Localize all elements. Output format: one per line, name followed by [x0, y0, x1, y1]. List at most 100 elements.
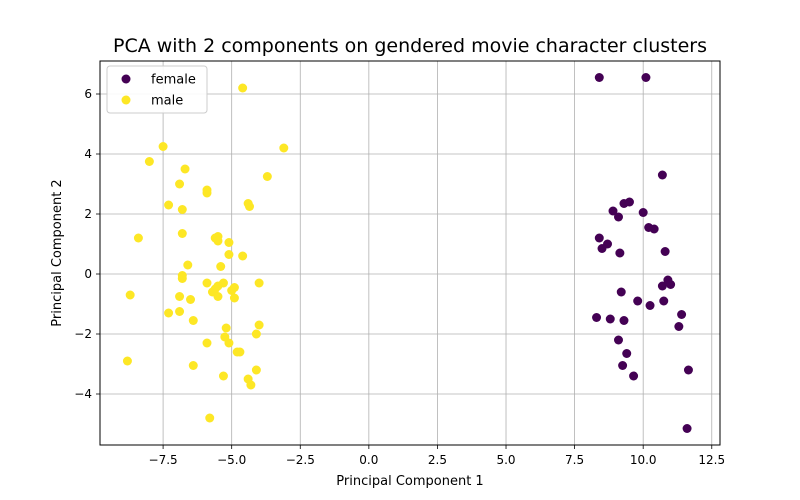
x-tick-label: 7.5: [565, 453, 584, 467]
data-point-male: [188, 361, 198, 370]
x-axis-title: Principal Component 1: [336, 474, 483, 489]
data-point-male: [224, 250, 234, 259]
y-tick-label: 2: [84, 207, 92, 221]
data-point-female: [660, 247, 670, 256]
grid-lines: [100, 61, 720, 445]
data-point-male: [183, 260, 193, 270]
data-point-male: [229, 293, 239, 303]
data-point-male: [188, 316, 198, 325]
data-point-female: [657, 170, 667, 180]
chart-title: PCA with 2 components on gendered movie …: [113, 35, 707, 57]
data-point-female: [592, 313, 602, 322]
y-tick-label: 6: [84, 87, 92, 101]
data-point-male: [144, 157, 154, 166]
data-point-female: [622, 349, 632, 358]
data-point-female: [616, 287, 626, 297]
data-point-male: [175, 292, 185, 301]
x-tick-label: −5.0: [217, 453, 246, 467]
legend-marker-male: [121, 95, 131, 105]
legend-label-male: male: [151, 94, 183, 109]
data-point-female: [613, 212, 623, 222]
y-tick-label: 4: [84, 147, 92, 161]
legend-box: [106, 65, 208, 114]
legend-marker-female: [121, 74, 131, 84]
x-tick-label: −7.5: [149, 453, 178, 467]
data-point-female: [683, 365, 693, 375]
data-point-male: [246, 380, 256, 390]
data-point-male: [238, 83, 248, 93]
data-point-male: [235, 347, 245, 357]
data-point-male: [158, 142, 168, 151]
data-point-male: [125, 290, 135, 300]
data-point-male: [216, 262, 226, 271]
data-point-male: [177, 205, 187, 214]
data-point-male: [175, 179, 185, 189]
data-point-male: [202, 188, 212, 198]
data-points: [122, 73, 693, 433]
data-point-female: [645, 301, 655, 310]
data-point-female: [677, 310, 687, 319]
data-point-male: [180, 164, 190, 174]
data-point-male: [245, 202, 255, 211]
data-point-male: [262, 172, 272, 181]
data-point-male: [205, 413, 215, 423]
data-point-male: [177, 229, 187, 238]
data-point-female: [615, 248, 625, 258]
data-point-female: [618, 361, 628, 370]
data-point-female: [633, 296, 643, 306]
x-tick-label: −2.5: [286, 453, 315, 467]
data-point-male: [213, 292, 223, 301]
data-point-female: [638, 208, 648, 217]
data-point-male: [202, 338, 212, 348]
data-point-male: [254, 278, 264, 288]
data-point-female: [641, 73, 651, 82]
data-point-female: [613, 335, 623, 345]
data-point-female: [594, 233, 604, 243]
data-point-male: [238, 251, 248, 261]
data-point-female: [594, 73, 604, 82]
legend: female male: [106, 65, 208, 114]
data-point-female: [608, 206, 618, 216]
data-point-male: [133, 233, 143, 243]
data-point-male: [202, 278, 212, 288]
y-tick-label: 0: [84, 267, 92, 281]
data-point-female: [605, 314, 615, 324]
data-point-male: [221, 323, 231, 333]
y-axis-title: Principal Component 2: [50, 179, 65, 326]
data-point-male: [164, 200, 174, 210]
x-tick-label: 2.5: [428, 453, 447, 467]
data-point-female: [649, 224, 659, 234]
data-point-male: [224, 238, 234, 247]
data-point-female: [682, 424, 692, 433]
x-tick-label: 10.0: [630, 453, 657, 467]
data-point-male: [164, 308, 174, 318]
data-point-male: [224, 338, 234, 348]
data-point-male: [279, 143, 289, 153]
axis-ticks: −7.5 −5.0 −2.5 0.0 2.5 5.0 7.5 10.0 12.5 −4 −2 0 2 4 6: [74, 87, 725, 467]
data-point-male: [254, 320, 264, 330]
legend-label-female: female: [151, 73, 196, 88]
data-point-female: [624, 197, 634, 207]
data-point-female: [659, 296, 669, 306]
data-point-female: [657, 281, 667, 291]
data-point-male: [251, 365, 261, 375]
data-point-female: [619, 316, 629, 325]
data-point-female: [597, 244, 607, 253]
data-point-female: [666, 280, 676, 289]
x-tick-label: 0.0: [359, 453, 378, 467]
data-point-male: [186, 295, 196, 304]
plot-frame: [99, 60, 721, 446]
y-tick-label: −2: [74, 327, 92, 341]
data-point-male: [122, 356, 132, 366]
data-point-female: [629, 371, 639, 381]
data-point-male: [175, 307, 185, 316]
data-point-male: [213, 236, 223, 246]
data-point-male: [227, 286, 237, 295]
data-point-male: [218, 371, 228, 381]
data-point-male: [251, 329, 261, 339]
x-tick-label: 5.0: [496, 453, 515, 467]
data-point-male: [177, 274, 187, 283]
x-tick-label: 12.5: [698, 453, 725, 467]
y-tick-label: −4: [74, 387, 92, 401]
